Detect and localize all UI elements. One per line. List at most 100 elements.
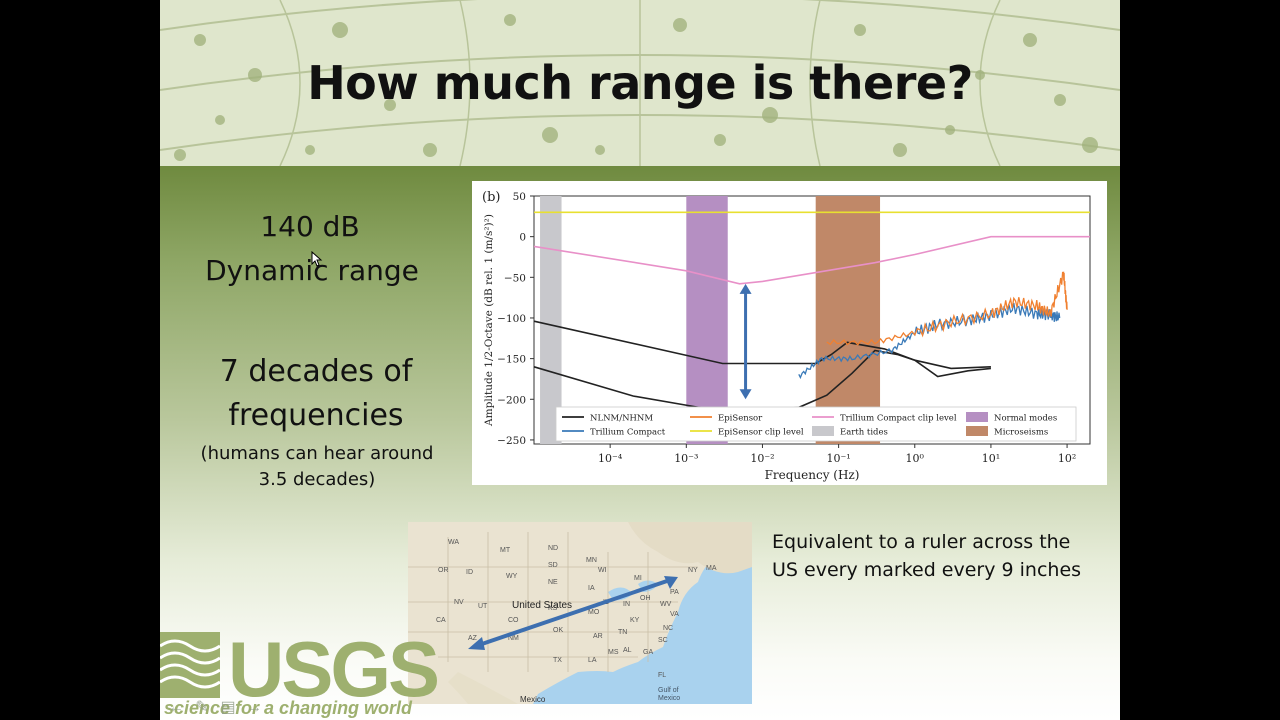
state-label: WA — [448, 539, 459, 546]
gulf-label-1: Gulf of — [658, 687, 679, 694]
state-borders — [408, 532, 698, 672]
x-axis-label: Frequency (Hz) — [765, 468, 860, 482]
us-map-svg: NDMTWYSDNENVUTCOKSMOOKNMTXARMSALGATNKYIL… — [408, 522, 752, 704]
state-label: GA — [643, 649, 653, 656]
legend-swatch — [966, 412, 988, 422]
mexico-label: Mexico — [520, 695, 546, 704]
band-0 — [540, 196, 562, 444]
state-label: MS — [608, 649, 619, 656]
x-tick-label: 10² — [1058, 452, 1076, 465]
usgs-tagline: science for a changing world — [164, 698, 413, 718]
state-label: SC — [658, 637, 668, 644]
mexico-region — [448, 672, 518, 704]
map-background-decoration — [160, 0, 1120, 166]
state-label: ID — [466, 569, 473, 576]
x-tick-label: 10¹ — [982, 452, 1000, 465]
state-label: LA — [588, 657, 597, 664]
usgs-logo: USGS science for a changing world — [160, 630, 440, 720]
pen-icon[interactable]: ✎ — [195, 699, 209, 716]
state-label: WV — [660, 601, 672, 608]
x-tick-label: 10⁻⁴ — [598, 452, 623, 465]
slide: How much range is there? 140 dB Dynamic … — [160, 0, 1120, 720]
state-label: ND — [548, 545, 558, 552]
band-2 — [815, 196, 881, 444]
state-label: KY — [630, 617, 640, 624]
state-label: OK — [553, 627, 563, 634]
y-tick-label: −250 — [497, 435, 526, 447]
legend-label: EpiSensor clip level — [718, 428, 804, 438]
state-label: FL — [658, 672, 666, 679]
header-band — [160, 0, 1120, 166]
slide-title: How much range is there? — [307, 56, 973, 110]
band-1 — [686, 196, 728, 444]
state-label: NE — [548, 579, 558, 586]
x-tick-label: 10⁻² — [750, 452, 774, 465]
state-label: UT — [478, 603, 488, 610]
x-tick-label: 10⁻¹ — [827, 452, 851, 465]
series-line-3 — [826, 271, 1068, 346]
x-tick-label: 10⁰ — [906, 452, 925, 465]
slide-nav-bar: ← ✎ ▤ → — [160, 696, 270, 720]
arrow-left-icon[interactable]: ← — [168, 699, 184, 716]
state-label: IN — [623, 601, 630, 608]
legend-label: Trillium Compact clip level — [840, 414, 957, 424]
state-label: KS — [548, 605, 558, 612]
arrow-right-icon[interactable]: → — [246, 699, 262, 716]
state-labels: NDMTWYSDNENVUTCOKSMOOKNMTXARMSALGATNKYIL… — [436, 539, 717, 679]
state-label: CO — [508, 617, 519, 624]
range-arrow-head-top — [739, 283, 752, 294]
state-label: OH — [640, 595, 651, 602]
state-label: AZ — [468, 635, 478, 642]
x-tick-label: 10⁻³ — [674, 452, 698, 465]
state-label: NC — [663, 625, 673, 632]
y-tick-label: −100 — [497, 313, 526, 325]
legend-swatch — [966, 426, 988, 436]
country-label: United States — [512, 600, 572, 611]
state-label: MT — [500, 547, 511, 554]
legend-swatch — [812, 426, 834, 436]
y-tick-label: −150 — [497, 354, 526, 366]
state-label: VA — [670, 611, 679, 618]
y-tick-label: 0 — [519, 232, 526, 244]
state-label: CA — [436, 617, 446, 624]
series-line-5 — [533, 235, 1090, 285]
state-label: NM — [508, 635, 519, 642]
y-tick-label: 50 — [513, 191, 526, 203]
state-label: MO — [588, 609, 600, 616]
legend-label: EpiSensor — [718, 414, 763, 424]
y-axis-label: Amplitude 1/2-Octave (dB rel. 1 (m/s²)²) — [483, 214, 495, 427]
ruler-analogy-text: Equivalent to a ruler across the US ever… — [772, 531, 1082, 581]
state-label: NV — [454, 599, 464, 606]
mouse-cursor-icon — [311, 251, 323, 267]
legend-label: Microseisms — [994, 428, 1048, 438]
decades-line-2: frequencies — [228, 398, 404, 433]
dynamic-range-value: 140 dB — [260, 210, 360, 243]
state-label: SD — [548, 562, 558, 569]
y-tick-label: −200 — [497, 394, 526, 406]
legend-label: Earth tides — [840, 428, 888, 438]
state-label: AR — [593, 633, 603, 640]
range-arrow-head-bottom — [739, 389, 752, 400]
decades-line-1: 7 decades of — [219, 354, 413, 389]
usgs-waves-icon — [160, 632, 221, 698]
usgs-wordmark: USGS — [228, 625, 440, 713]
state-label: TX — [553, 657, 562, 664]
state-label: NY — [688, 567, 698, 574]
state-label: IA — [588, 585, 595, 592]
state-label: WY — [506, 573, 518, 580]
state-label: MN — [586, 557, 597, 564]
state-label: PA — [670, 589, 679, 596]
canada-region — [628, 522, 752, 574]
state-label: MI — [634, 575, 642, 582]
legend-label: Trillium Compact — [590, 428, 666, 438]
us-map: NDMTWYSDNENVUTCOKSMOOKNMTXARMSALGATNKYIL… — [408, 522, 752, 704]
land-area — [408, 522, 752, 704]
gulf-label-2: Mexico — [658, 695, 680, 702]
chart-svg: 10⁻⁴ 10⁻³ 10⁻² 10⁻¹ 10⁰ 10¹ 10² 50 0 −50 −100 −150 −… — [482, 190, 1091, 482]
state-label: OR — [438, 567, 449, 574]
series-line-0 — [533, 320, 991, 370]
us-span-arrow — [468, 576, 678, 650]
state-label: TN — [618, 629, 627, 636]
slides-icon[interactable]: ▤ — [220, 699, 236, 716]
panel-label: (b) — [482, 190, 500, 205]
